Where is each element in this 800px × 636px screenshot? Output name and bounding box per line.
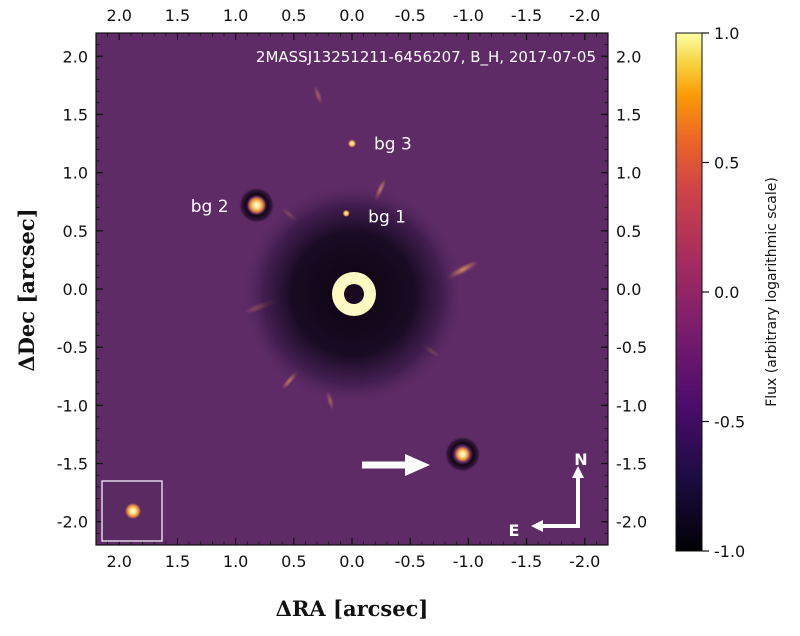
y-tick-label-left: 0.0: [63, 280, 88, 299]
y-tick-label-left: 1.0: [63, 164, 88, 183]
y-tick-label-right: 0.5: [616, 222, 641, 241]
x-tick-label-top: 0.0: [339, 6, 364, 25]
x-tick-label-bottom: -1.0: [453, 552, 484, 571]
x-tick-label-top: 0.5: [281, 6, 306, 25]
y-tick-label-right: 0.0: [616, 280, 641, 299]
colorbar-label: Flux (arbitrary logarithmic scale): [764, 177, 780, 407]
y-tick-label-left: -1.5: [57, 455, 88, 474]
colorbar-tick-label: 0.5: [714, 154, 739, 173]
x-tick-label-top: 2.0: [107, 6, 132, 25]
x-tick-label-bottom: -1.5: [511, 552, 542, 571]
x-tick-label-top: 1.5: [165, 6, 190, 25]
x-tick-label-bottom: 2.0: [107, 552, 132, 571]
y-axis-label: ΔDec [arcsec]: [14, 208, 39, 371]
source-label: bg 1: [368, 207, 406, 227]
y-tick-label-left: 1.5: [63, 105, 88, 124]
psf-inset: [101, 480, 163, 542]
x-tick-label-top: -2.0: [569, 6, 600, 25]
y-tick-label-left: 0.5: [63, 222, 88, 241]
source-label: bg 2: [191, 197, 229, 217]
y-tick-label-right: -2.0: [616, 513, 647, 532]
x-tick-label-top: -0.5: [395, 6, 426, 25]
y-tick-label-right: 1.5: [616, 105, 641, 124]
x-tick-label-bottom: -0.5: [395, 552, 426, 571]
background-star: [342, 209, 350, 217]
x-tick-label-bottom: 0.0: [339, 552, 364, 571]
source-label: bg 3: [374, 135, 412, 155]
compass-east-label: E: [509, 521, 520, 540]
colorbar-gradient: [675, 32, 703, 552]
colorbar-tick-label: 1.0: [714, 24, 739, 43]
x-tick-label-top: -1.5: [511, 6, 542, 25]
companion: [454, 446, 471, 463]
image-panel: [96, 33, 608, 545]
x-tick-label-top: 1.0: [223, 6, 248, 25]
y-tick-label-left: -1.0: [57, 396, 88, 415]
colorbar-tick-label: -1.0: [714, 542, 745, 561]
host-star-core: [344, 284, 364, 304]
background-star: [348, 139, 356, 148]
x-tick-label-bottom: 1.5: [165, 552, 190, 571]
y-tick-label-right: -1.5: [616, 455, 647, 474]
y-tick-label-left: 2.0: [63, 47, 88, 66]
y-tick-label-right: -1.0: [616, 396, 647, 415]
x-tick-label-bottom: -2.0: [569, 552, 600, 571]
y-tick-label-right: -0.5: [616, 338, 647, 357]
y-tick-label-right: 1.0: [616, 164, 641, 183]
background-star: [247, 196, 266, 215]
colorbar-tick-label: -0.5: [714, 413, 745, 432]
compass-north-label: N: [574, 450, 587, 469]
x-tick-label-bottom: 0.5: [281, 552, 306, 571]
colorbar: 1.0 0.5 0.0 -0.5 -1.0 Flux (arbitrary logari…: [675, 24, 780, 561]
image-title: 2MASSJ13251211-6456207, B_H, 2017-07-05: [256, 48, 596, 67]
y-tick-label-left: -0.5: [57, 338, 88, 357]
x-tick-label-top: -1.0: [453, 6, 484, 25]
x-axis-label: ΔRA [arcsec]: [276, 596, 429, 621]
y-tick-label-right: 2.0: [616, 47, 641, 66]
y-tick-label-left: -2.0: [57, 513, 88, 532]
compass: N E: [509, 450, 588, 540]
x-tick-label-bottom: 1.0: [223, 552, 248, 571]
colorbar-tick-label: 0.0: [714, 283, 739, 302]
companion-arrow: [362, 454, 430, 476]
